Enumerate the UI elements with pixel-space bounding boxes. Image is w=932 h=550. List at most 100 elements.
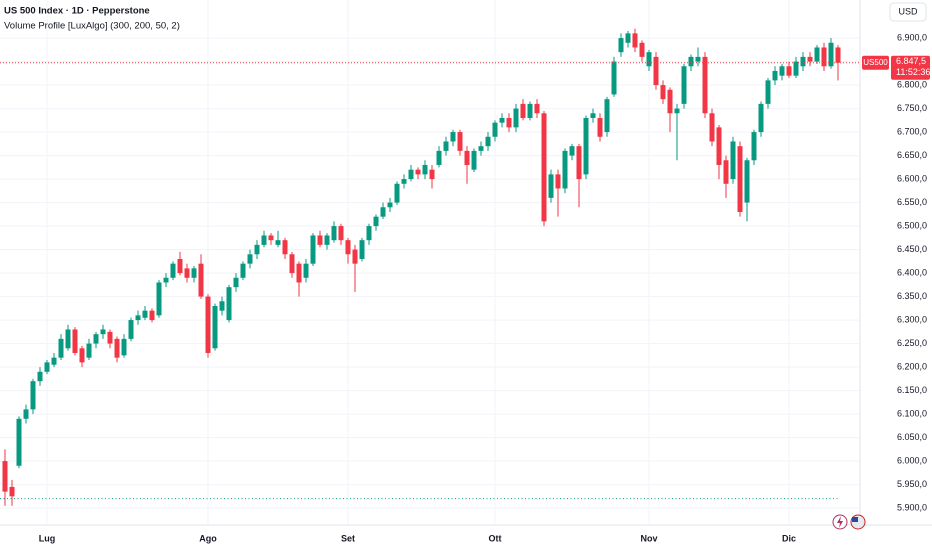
candle-body: [814, 47, 820, 62]
candle-body: [653, 56, 659, 86]
candle-body: [828, 42, 834, 67]
candle-body: [58, 338, 64, 358]
x-tick-label: Dic: [782, 533, 796, 543]
candle-body: [702, 56, 708, 114]
candle-body: [562, 150, 568, 189]
candle-body: [401, 179, 407, 184]
candle-body: [786, 66, 792, 76]
y-tick-label: 6.650,0: [897, 150, 927, 160]
candle-body: [191, 268, 197, 278]
candle-body: [352, 249, 358, 264]
y-tick-label: 6.500,0: [897, 220, 927, 230]
candle-body: [310, 235, 316, 264]
candle-body: [408, 169, 414, 180]
candle-body: [317, 235, 323, 245]
candle-body: [723, 160, 729, 184]
candle-body: [604, 99, 610, 133]
candle-body: [611, 61, 617, 95]
candle-body: [177, 258, 183, 274]
candle-body: [23, 409, 29, 419]
candle-body: [261, 235, 267, 245]
y-tick-label: 6.550,0: [897, 197, 927, 207]
x-tick-label: Lug: [39, 533, 56, 543]
y-tick-label: 6.750,0: [897, 103, 927, 113]
candle-body: [807, 56, 813, 62]
y-tick-label: 5.950,0: [897, 479, 927, 489]
candle-body: [597, 117, 603, 137]
candle-body: [359, 240, 365, 259]
candle-body: [268, 235, 274, 241]
candle-body: [506, 117, 512, 128]
candle-body: [744, 160, 750, 203]
candle-body: [443, 141, 449, 151]
candle-body: [464, 150, 470, 165]
candle-body: [548, 174, 554, 198]
candle-body: [730, 141, 736, 180]
candle-body: [296, 263, 302, 283]
candle-body: [471, 150, 477, 170]
candle-body: [541, 113, 547, 222]
candle-body: [632, 33, 638, 48]
candle-body: [534, 103, 540, 114]
candle-body: [324, 235, 330, 245]
candle-body: [282, 240, 288, 255]
y-tick-label: 6.250,0: [897, 338, 927, 348]
candle-body: [135, 315, 141, 321]
candle-body: [387, 202, 393, 208]
candle-body: [772, 70, 778, 81]
candle-body: [37, 371, 43, 382]
y-tick-label: 6.150,0: [897, 385, 927, 395]
price-tag-value: 6.847,5: [896, 56, 926, 66]
candle-body: [800, 56, 806, 67]
candle-body: [184, 268, 190, 278]
candle-body: [695, 56, 701, 62]
candle-body: [114, 338, 120, 358]
candle-body: [254, 244, 260, 255]
candle-body: [765, 80, 771, 104]
grid: [0, 0, 860, 525]
countdown: 11:52:36: [896, 67, 930, 77]
candle-body: [86, 343, 92, 358]
candle-body: [457, 132, 463, 151]
candle-body: [555, 174, 561, 189]
currency: USD: [898, 6, 918, 16]
candle-body: [660, 85, 666, 100]
y-tick-label: 6.600,0: [897, 173, 927, 183]
flag-canton: [852, 517, 858, 522]
candle-body: [93, 334, 99, 344]
candle-body: [65, 329, 71, 349]
candle-body: [240, 263, 246, 278]
candle-body: [205, 296, 211, 353]
labels: 5.900,0 5.950,0 6.000,0 6.050,0 6.100,0 6.150…: [39, 32, 931, 543]
candle-body: [625, 33, 631, 43]
candle-body: [674, 108, 680, 114]
candle-body: [345, 240, 351, 255]
candle-body: [79, 348, 85, 363]
currency-box[interactable]: [889, 2, 927, 22]
y-tick-label: 6.700,0: [897, 126, 927, 136]
candle-body: [688, 56, 694, 67]
y-tick-label: 6.400,0: [897, 267, 927, 277]
lightning: [837, 516, 843, 528]
candle-body: [422, 164, 428, 175]
y-tick-label: 6.100,0: [897, 408, 927, 418]
candle-body: [478, 146, 484, 151]
candle-body: [590, 113, 596, 118]
candle-body: [639, 42, 645, 57]
candle-body: [436, 150, 442, 165]
candle-body: [681, 66, 687, 104]
x-tick-label: Nov: [640, 533, 657, 543]
candle-body: [373, 216, 379, 227]
candle-body: [667, 89, 673, 114]
candle-body: [226, 287, 232, 321]
candle-body: [751, 132, 757, 161]
candle-body: [709, 113, 715, 142]
x-tick-label: Ott: [489, 533, 502, 543]
candle-body: [527, 103, 533, 118]
candle-body: [16, 418, 22, 466]
candle-body: [569, 146, 575, 156]
indicator-label: Volume Profile [LuxAlgo] (300, 200, 50, …: [4, 21, 180, 32]
x-tick-label: Ago: [199, 533, 217, 543]
